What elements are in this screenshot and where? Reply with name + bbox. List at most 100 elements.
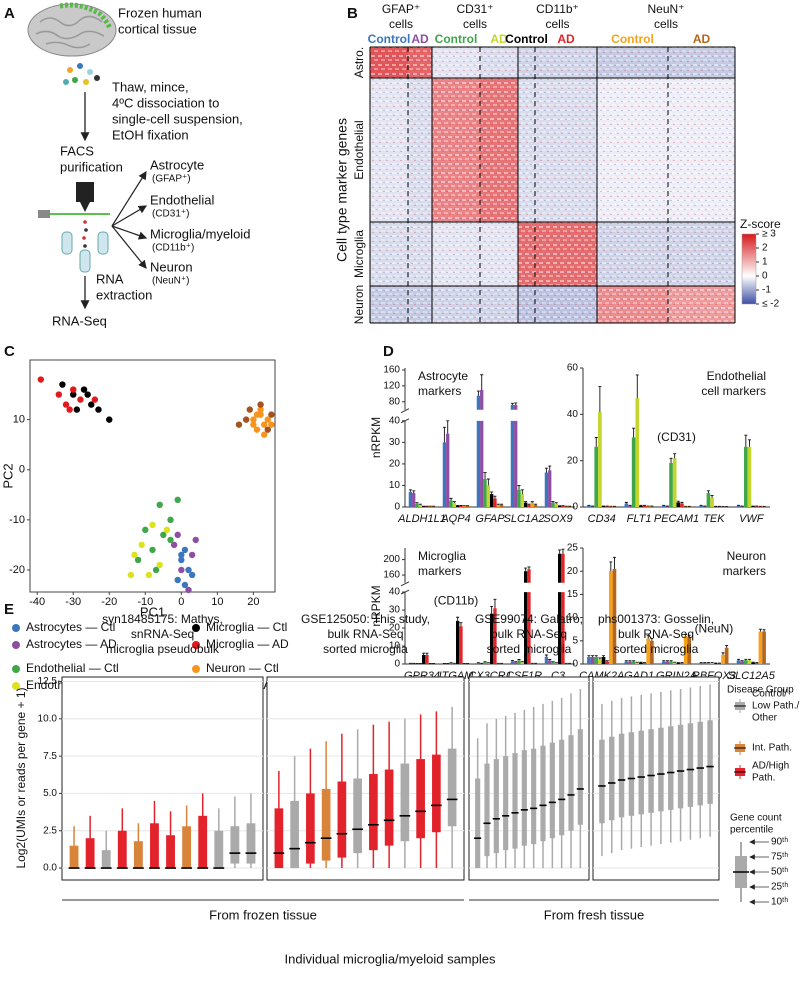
error-bar bbox=[412, 490, 416, 493]
facet-title: syn18485175: Mathys, bbox=[102, 612, 223, 626]
cell-type: Astrocyte bbox=[150, 157, 204, 172]
box bbox=[618, 733, 625, 818]
point bbox=[70, 386, 77, 393]
error-bar bbox=[594, 655, 598, 658]
error-bar bbox=[676, 500, 680, 503]
bar bbox=[747, 446, 752, 507]
y-tick-label: 0 bbox=[19, 464, 25, 476]
bar bbox=[642, 663, 647, 664]
bar bbox=[449, 663, 453, 664]
point bbox=[264, 416, 271, 423]
bar bbox=[422, 655, 426, 664]
bar bbox=[635, 398, 640, 507]
bar bbox=[527, 504, 531, 507]
error-bar bbox=[612, 556, 616, 569]
y-tick-label: 80 bbox=[389, 396, 401, 407]
bar bbox=[744, 446, 748, 507]
point bbox=[250, 416, 257, 423]
x-tick-label: 20 bbox=[247, 596, 259, 608]
bar bbox=[754, 506, 759, 507]
error-bar bbox=[587, 655, 591, 658]
cell-type: Neuron bbox=[150, 259, 193, 274]
bar bbox=[476, 395, 481, 507]
colorbar-tick-label: -1 bbox=[762, 285, 771, 296]
workflow-step: RNA bbox=[96, 271, 124, 286]
box bbox=[668, 726, 674, 810]
bar bbox=[642, 505, 647, 507]
box bbox=[687, 723, 694, 807]
row-group-label: Astro. bbox=[352, 47, 366, 78]
bar bbox=[548, 660, 552, 664]
error-bar bbox=[476, 390, 480, 396]
box bbox=[707, 720, 713, 804]
bar bbox=[480, 389, 484, 507]
box bbox=[447, 748, 457, 827]
box bbox=[484, 763, 490, 857]
subgroup-label: Control bbox=[368, 32, 411, 46]
bar bbox=[758, 631, 763, 664]
y-tick-label: 5 bbox=[572, 635, 578, 646]
error-bar bbox=[650, 638, 654, 641]
error-bar bbox=[517, 659, 521, 661]
cell-type: Microglia/myeloid bbox=[150, 226, 250, 241]
panel-label: C bbox=[4, 343, 15, 360]
error-bar bbox=[684, 633, 688, 637]
point bbox=[59, 381, 66, 388]
box bbox=[599, 739, 605, 824]
bar bbox=[527, 569, 531, 664]
point bbox=[260, 431, 268, 438]
cell-marker: (NeuN⁺) bbox=[152, 276, 190, 287]
y-tick-label: 60 bbox=[567, 363, 579, 374]
error-bar bbox=[524, 501, 528, 503]
box bbox=[214, 830, 224, 869]
bar bbox=[524, 502, 528, 507]
facet-title: sorted microglia bbox=[614, 642, 699, 656]
bar bbox=[665, 661, 670, 664]
bar bbox=[459, 505, 463, 507]
y-tick-label: 40 bbox=[567, 409, 579, 420]
box bbox=[182, 826, 192, 869]
error-bar bbox=[544, 654, 548, 657]
point bbox=[95, 406, 102, 413]
bar bbox=[608, 571, 613, 664]
point bbox=[66, 406, 73, 413]
box bbox=[577, 729, 583, 825]
point bbox=[145, 571, 153, 579]
error-bar bbox=[534, 503, 538, 505]
colorbar-tick-label: 2 bbox=[762, 243, 768, 254]
bar bbox=[490, 613, 494, 664]
x-tick-label: 0 bbox=[178, 596, 184, 608]
point bbox=[250, 421, 257, 428]
box bbox=[677, 724, 684, 809]
x-tick-label: GFAP bbox=[475, 513, 505, 525]
bar bbox=[425, 655, 429, 664]
legend-title: Disease Group bbox=[727, 685, 794, 696]
error-bar bbox=[635, 374, 639, 399]
bar bbox=[631, 661, 636, 664]
bar bbox=[510, 404, 515, 507]
bar bbox=[412, 492, 416, 507]
error-bar bbox=[669, 660, 673, 662]
error-bar bbox=[408, 489, 412, 492]
legend-label: Path. bbox=[752, 773, 775, 784]
cell-marker: (GFAP⁺) bbox=[152, 174, 191, 185]
legend-label: Astrocytes — AD bbox=[26, 637, 117, 651]
bar bbox=[486, 485, 490, 507]
error-bar bbox=[517, 485, 521, 490]
point bbox=[106, 416, 113, 423]
legend-marker bbox=[192, 641, 200, 649]
workflow-step: purification bbox=[60, 159, 123, 174]
y-axis-label: Log2(UMIs or reads per gene + 1) bbox=[14, 687, 28, 868]
bar bbox=[624, 503, 629, 507]
bar bbox=[650, 640, 654, 664]
point bbox=[174, 496, 181, 504]
point bbox=[242, 416, 250, 423]
bar bbox=[517, 660, 521, 664]
point bbox=[178, 556, 185, 564]
error-bar bbox=[483, 472, 487, 479]
bar bbox=[493, 608, 497, 664]
bar bbox=[456, 505, 460, 507]
facet-title: microglia pseudobulk bbox=[106, 642, 220, 656]
box bbox=[150, 823, 159, 869]
error-bar bbox=[415, 502, 419, 504]
